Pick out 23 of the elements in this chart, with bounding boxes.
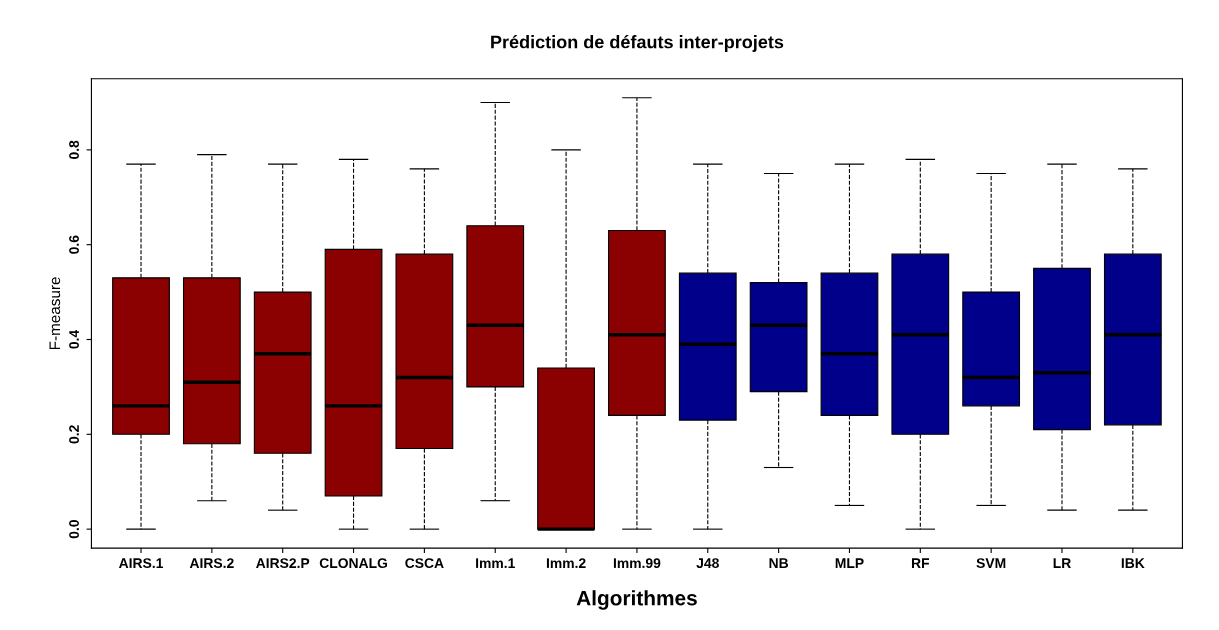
x-tick-label: LR	[1053, 558, 1071, 568]
x-axis-title: Algorithmes	[576, 590, 697, 610]
y-axis-title: F-measure	[49, 277, 61, 350]
x-tick-label: AIRS.1	[118, 558, 164, 569]
x-tick-label: IBK	[1121, 558, 1145, 568]
y-tick-label: 0.4	[69, 329, 79, 349]
y-tick-label: 0.8	[69, 140, 79, 159]
x-tick-label: CLONALG	[319, 558, 388, 569]
x-tick-label: Imm.2	[546, 558, 586, 568]
x-tick-label: SVM	[976, 558, 1006, 569]
x-tick-label: RF	[911, 558, 930, 568]
x-tick-label: NB	[769, 558, 789, 568]
x-tick-label: Imm.99	[613, 558, 661, 569]
x-tick-label: MLP	[835, 558, 864, 568]
y-tick-label: 0.2	[69, 425, 79, 444]
y-tick-label: 0.0	[69, 520, 79, 539]
chart-title: Prédiction de défauts inter-projets	[491, 34, 784, 52]
x-tick-label: AIRS2.P	[256, 558, 310, 569]
x-tick-label: J48	[696, 558, 719, 569]
x-tick-label: CSCA	[405, 558, 444, 569]
x-tick-label: AIRS.2	[189, 558, 234, 569]
x-tick-label: Imm.1	[476, 558, 515, 568]
y-tick-label: 0.6	[69, 235, 79, 254]
